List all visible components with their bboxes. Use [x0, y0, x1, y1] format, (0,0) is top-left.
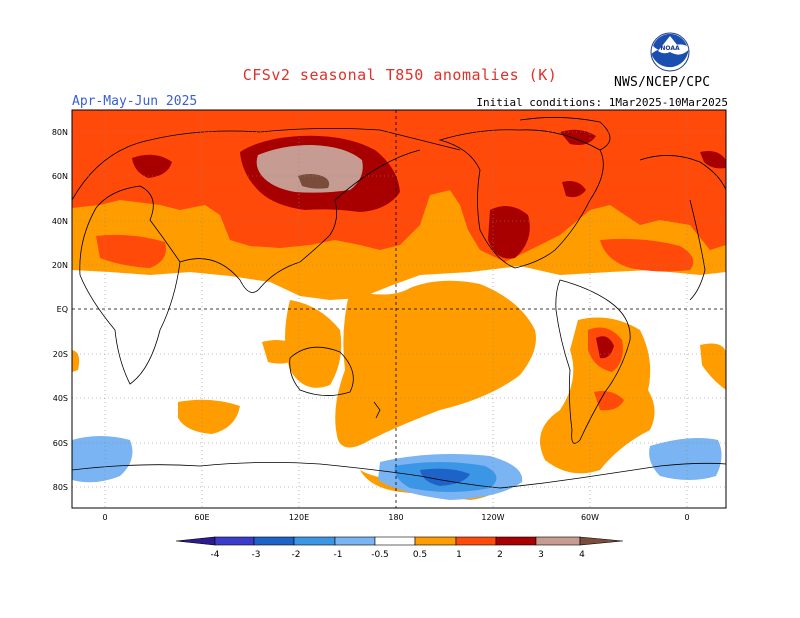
logo-text: NOAA [660, 45, 680, 52]
coastlines [72, 117, 726, 489]
colorbar-swatch [535, 536, 581, 546]
lon-label: 180 [388, 513, 403, 522]
colorbar-label: 4 [579, 550, 585, 560]
colorbar-label: -4 [211, 550, 220, 560]
colorbar-label: -1 [334, 550, 343, 560]
lon-label: 120W [481, 513, 504, 522]
lat-label: 40N [52, 217, 68, 226]
lat-label: 60N [52, 172, 68, 181]
season-label: Apr-May-Jun 2025 [72, 94, 198, 109]
lon-label: 60W [581, 513, 599, 522]
colorbar-swatch [495, 536, 537, 546]
graticule [72, 110, 726, 508]
agency-label: NWS/NCEP/CPC [614, 75, 711, 90]
colorbar-swatch [455, 536, 497, 546]
colorbar-label: 1 [456, 550, 462, 560]
lat-label: 60S [53, 439, 68, 448]
colorbar-swatch [214, 536, 255, 546]
colorbar-swatch [414, 536, 457, 546]
anomaly-gt4-region [298, 174, 330, 189]
lat-label: 40S [53, 394, 68, 403]
colorbar-swatch [253, 536, 295, 546]
colorbar-arrow-low [175, 536, 216, 546]
colorbar-label: -0.5 [371, 550, 389, 560]
lat-label: 20N [52, 261, 68, 270]
colorbar-swatch-neutral [374, 536, 416, 546]
lat-labels: 80N 60N 40N 20N EQ 20S 40S 60S 80S [52, 128, 68, 492]
lon-label: 120E [289, 513, 309, 522]
colorbar-swatch [293, 536, 336, 546]
anomaly-field [72, 110, 726, 508]
lon-labels: 0 60E 120E 180 120W 60W 0 [102, 513, 689, 522]
lat-label: 80N [52, 128, 68, 137]
colorbar-label: -3 [252, 550, 261, 560]
map-frame [71, 109, 727, 509]
colorbar-label: 0.5 [413, 550, 427, 560]
anomaly-3-4-region [256, 145, 363, 193]
colorbar-swatch [334, 536, 376, 546]
lon-label: 0 [684, 513, 689, 522]
map-title: CFSv2 seasonal T850 anomalies (K) [242, 66, 558, 84]
colorbar-label: -2 [292, 550, 301, 560]
lat-label: 80S [53, 483, 68, 492]
colorbar-label: 2 [497, 550, 503, 560]
lat-label: 20S [53, 350, 68, 359]
lat-label: EQ [57, 305, 68, 314]
colorbar-arrow-high [579, 536, 624, 546]
initial-conditions-label: Initial conditions: 1Mar2025-10Mar2025 [476, 96, 728, 109]
lon-label: 0 [102, 513, 107, 522]
colorbar [175, 536, 624, 546]
colorbar-labels: -4 -3 -2 -1 -0.5 0.5 1 2 3 4 [211, 550, 586, 560]
noaa-logo: NOAA [650, 32, 690, 72]
colorbar-label: 3 [538, 550, 544, 560]
lon-label: 60E [194, 513, 209, 522]
